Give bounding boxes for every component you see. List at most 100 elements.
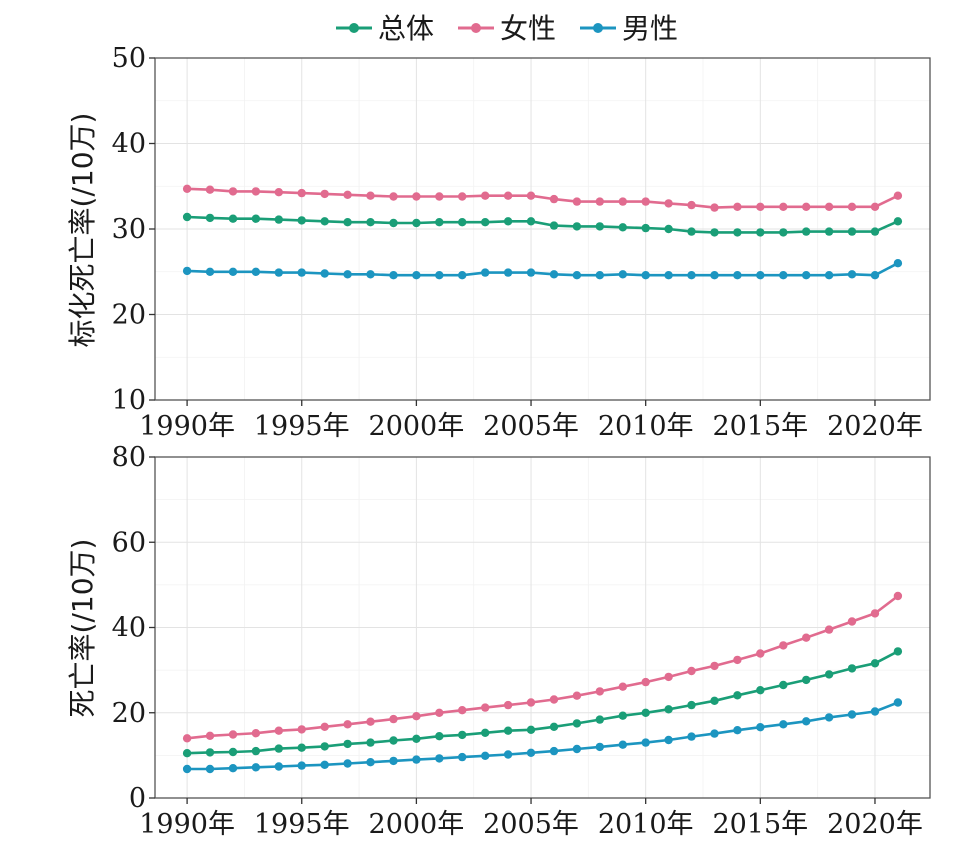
legend-key-point	[349, 23, 359, 33]
data-point	[802, 675, 811, 685]
y-tick-label: 20	[112, 300, 146, 331]
data-point	[756, 271, 765, 280]
data-point	[710, 729, 719, 738]
data-point	[412, 192, 421, 201]
data-point	[435, 754, 444, 763]
y-tick-label: 50	[112, 43, 146, 74]
data-point	[228, 747, 238, 757]
data-point	[618, 197, 627, 206]
data-point	[182, 734, 192, 743]
data-point	[343, 759, 352, 768]
data-point	[687, 666, 696, 676]
data-point	[274, 762, 283, 771]
data-point	[664, 705, 673, 714]
data-point	[389, 736, 398, 745]
data-point	[182, 749, 192, 758]
y-tick-label: 80	[112, 442, 146, 473]
data-point	[618, 711, 627, 720]
data-point	[343, 218, 352, 227]
data-point	[297, 743, 306, 752]
legend-item-overall: 总体	[336, 12, 434, 45]
data-point	[710, 203, 719, 212]
data-point	[320, 760, 329, 769]
data-point	[756, 202, 765, 211]
bottom-panel-y-axis-title: 死亡率(/10万)	[66, 539, 99, 718]
top-panel-y-axis-title: 标化死亡率(/10万)	[66, 113, 99, 348]
data-point	[779, 202, 788, 211]
data-point	[595, 742, 604, 752]
y-tick-label: 60	[112, 527, 146, 558]
data-point	[297, 725, 306, 734]
data-point	[824, 713, 834, 722]
data-point	[343, 720, 352, 729]
data-point	[893, 698, 903, 707]
data-point	[733, 202, 742, 211]
data-point	[274, 726, 283, 735]
data-point	[205, 748, 215, 757]
data-point	[733, 228, 742, 237]
data-point	[297, 268, 306, 277]
data-point	[893, 191, 903, 200]
data-point	[641, 677, 650, 687]
top-panel-standardized-mortality: 10 20 30 40 50 1990年 1995年 2000年 2005年 2010年 2015年…	[112, 43, 931, 442]
data-point	[802, 717, 811, 726]
legend-key-point	[593, 23, 603, 33]
data-point	[320, 217, 329, 226]
data-point	[618, 223, 627, 232]
data-point	[641, 738, 650, 747]
data-point	[343, 190, 352, 199]
data-point	[549, 746, 559, 756]
data-point	[366, 717, 375, 726]
data-point	[549, 695, 559, 704]
data-point	[572, 222, 582, 231]
data-point	[687, 200, 696, 210]
data-point	[870, 271, 880, 280]
data-point	[503, 750, 513, 759]
data-point	[641, 708, 650, 717]
data-point	[412, 271, 421, 280]
data-point	[549, 722, 559, 731]
data-point	[389, 714, 398, 724]
data-point	[412, 755, 421, 764]
x-tick-label: 2020年	[827, 411, 923, 442]
data-point	[779, 720, 788, 729]
data-point	[847, 664, 857, 673]
data-point	[756, 686, 765, 695]
data-point	[824, 670, 834, 679]
data-point	[481, 703, 490, 712]
data-point	[802, 271, 811, 280]
data-point	[595, 271, 604, 280]
data-point	[779, 271, 788, 280]
data-point	[664, 224, 673, 234]
data-point	[503, 191, 513, 200]
data-point	[320, 742, 329, 751]
data-point	[366, 758, 375, 767]
data-point	[412, 218, 421, 228]
data-point	[205, 267, 215, 276]
data-point	[733, 271, 742, 280]
x-tick-label: 2005年	[483, 411, 579, 442]
data-point	[779, 680, 788, 690]
data-point	[205, 185, 215, 194]
data-point	[251, 729, 261, 738]
data-point	[320, 269, 329, 278]
x-tick-label: 1990年	[139, 809, 235, 840]
series-line-1	[186, 594, 899, 740]
data-point	[893, 259, 903, 268]
data-point	[847, 710, 857, 719]
data-point	[435, 192, 444, 201]
data-point	[481, 191, 490, 200]
data-point	[389, 218, 398, 228]
x-tick-label: 2005年	[483, 809, 579, 840]
data-point	[274, 188, 283, 197]
data-point	[710, 696, 719, 705]
data-point	[205, 731, 215, 740]
data-point	[824, 271, 834, 280]
data-point	[572, 744, 582, 754]
data-point	[618, 682, 627, 691]
data-point	[389, 756, 398, 766]
legend-item-male: 男性	[580, 12, 678, 45]
data-point	[893, 591, 903, 601]
data-point	[847, 270, 857, 279]
data-point	[458, 730, 467, 740]
